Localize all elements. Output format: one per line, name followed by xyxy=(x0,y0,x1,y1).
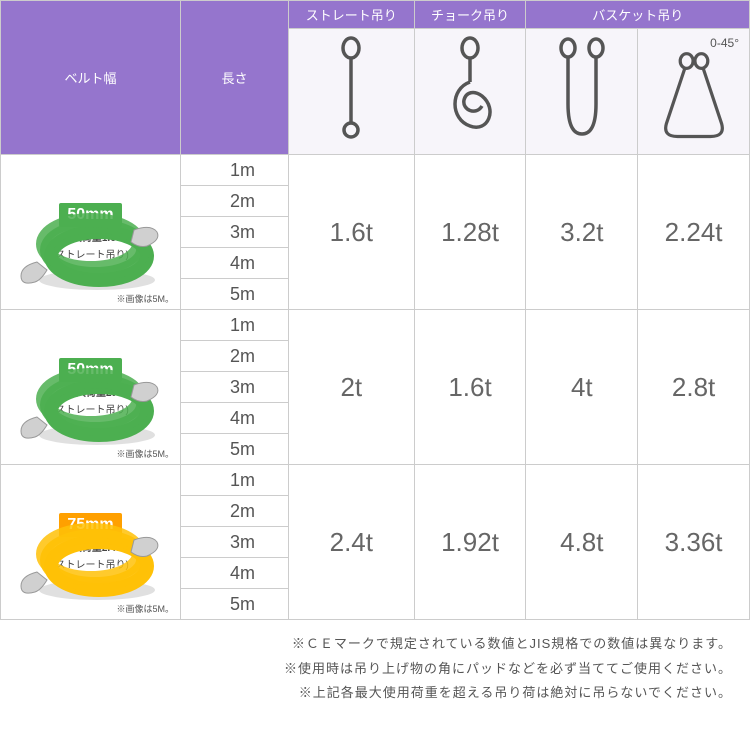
header-straight: ストレート吊り xyxy=(289,1,415,29)
value-basket1: 4t xyxy=(526,310,638,465)
length-cell: 1m xyxy=(181,465,289,496)
value-basket2: 2.8t xyxy=(638,310,750,465)
length-cell: 4m xyxy=(181,248,289,279)
length-cell: 3m xyxy=(181,217,289,248)
product-cell-1: 50mm最大荷重2t(ストレート吊り)※画像は5M。 xyxy=(1,310,181,465)
image-note: ※画像は5M。 xyxy=(116,292,174,305)
image-note: ※画像は5M。 xyxy=(116,602,174,615)
icon-choke xyxy=(414,29,526,155)
length-cell: 5m xyxy=(181,279,289,310)
value-choke: 1.28t xyxy=(414,155,526,310)
footnotes: ※ＣＥマークで規定されている数値とJIS規格での数値は異なります。 ※使用時は吊… xyxy=(0,620,750,718)
header-length: 長さ xyxy=(181,1,289,155)
angle-label: 0-45° xyxy=(642,36,745,50)
product-cell-2: 75mm最大荷重2.4t(ストレート吊り)※画像は5M。 xyxy=(1,465,181,620)
footnote-2: ※使用時は吊り上げ物の角にパッドなどを必ず当ててご使用ください。 xyxy=(18,657,732,682)
length-cell: 1m xyxy=(181,155,289,186)
image-note: ※画像は5M。 xyxy=(116,447,174,460)
length-cell: 4m xyxy=(181,403,289,434)
header-belt-width: ベルト幅 xyxy=(1,1,181,155)
footnote-3: ※上記各最大使用荷重を超える吊り荷は絶対に吊らないでください。 xyxy=(18,681,732,706)
length-cell: 3m xyxy=(181,372,289,403)
header-choke: チョーク吊り xyxy=(414,1,526,29)
spec-table: ベルト幅 長さ ストレート吊り チョーク吊り バスケット吊り 0-45° 50m… xyxy=(0,0,750,620)
length-cell: 5m xyxy=(181,589,289,620)
length-cell: 2m xyxy=(181,496,289,527)
icon-basket-1 xyxy=(526,29,638,155)
value-straight: 2.4t xyxy=(289,465,415,620)
value-choke: 1.6t xyxy=(414,310,526,465)
length-cell: 2m xyxy=(181,186,289,217)
length-cell: 2m xyxy=(181,341,289,372)
value-basket2: 2.24t xyxy=(638,155,750,310)
length-cell: 3m xyxy=(181,527,289,558)
length-cell: 4m xyxy=(181,558,289,589)
product-cell-0: 50mm最大荷重1.6t(ストレート吊り)※画像は5M。 xyxy=(1,155,181,310)
value-straight: 2t xyxy=(289,310,415,465)
header-basket: バスケット吊り xyxy=(526,1,750,29)
value-basket1: 3.2t xyxy=(526,155,638,310)
footnote-1: ※ＣＥマークで規定されている数値とJIS規格での数値は異なります。 xyxy=(18,632,732,657)
length-cell: 5m xyxy=(181,434,289,465)
icon-basket-2: 0-45° xyxy=(638,29,750,155)
value-basket2: 3.36t xyxy=(638,465,750,620)
value-choke: 1.92t xyxy=(414,465,526,620)
icon-straight xyxy=(289,29,415,155)
value-straight: 1.6t xyxy=(289,155,415,310)
length-cell: 1m xyxy=(181,310,289,341)
value-basket1: 4.8t xyxy=(526,465,638,620)
